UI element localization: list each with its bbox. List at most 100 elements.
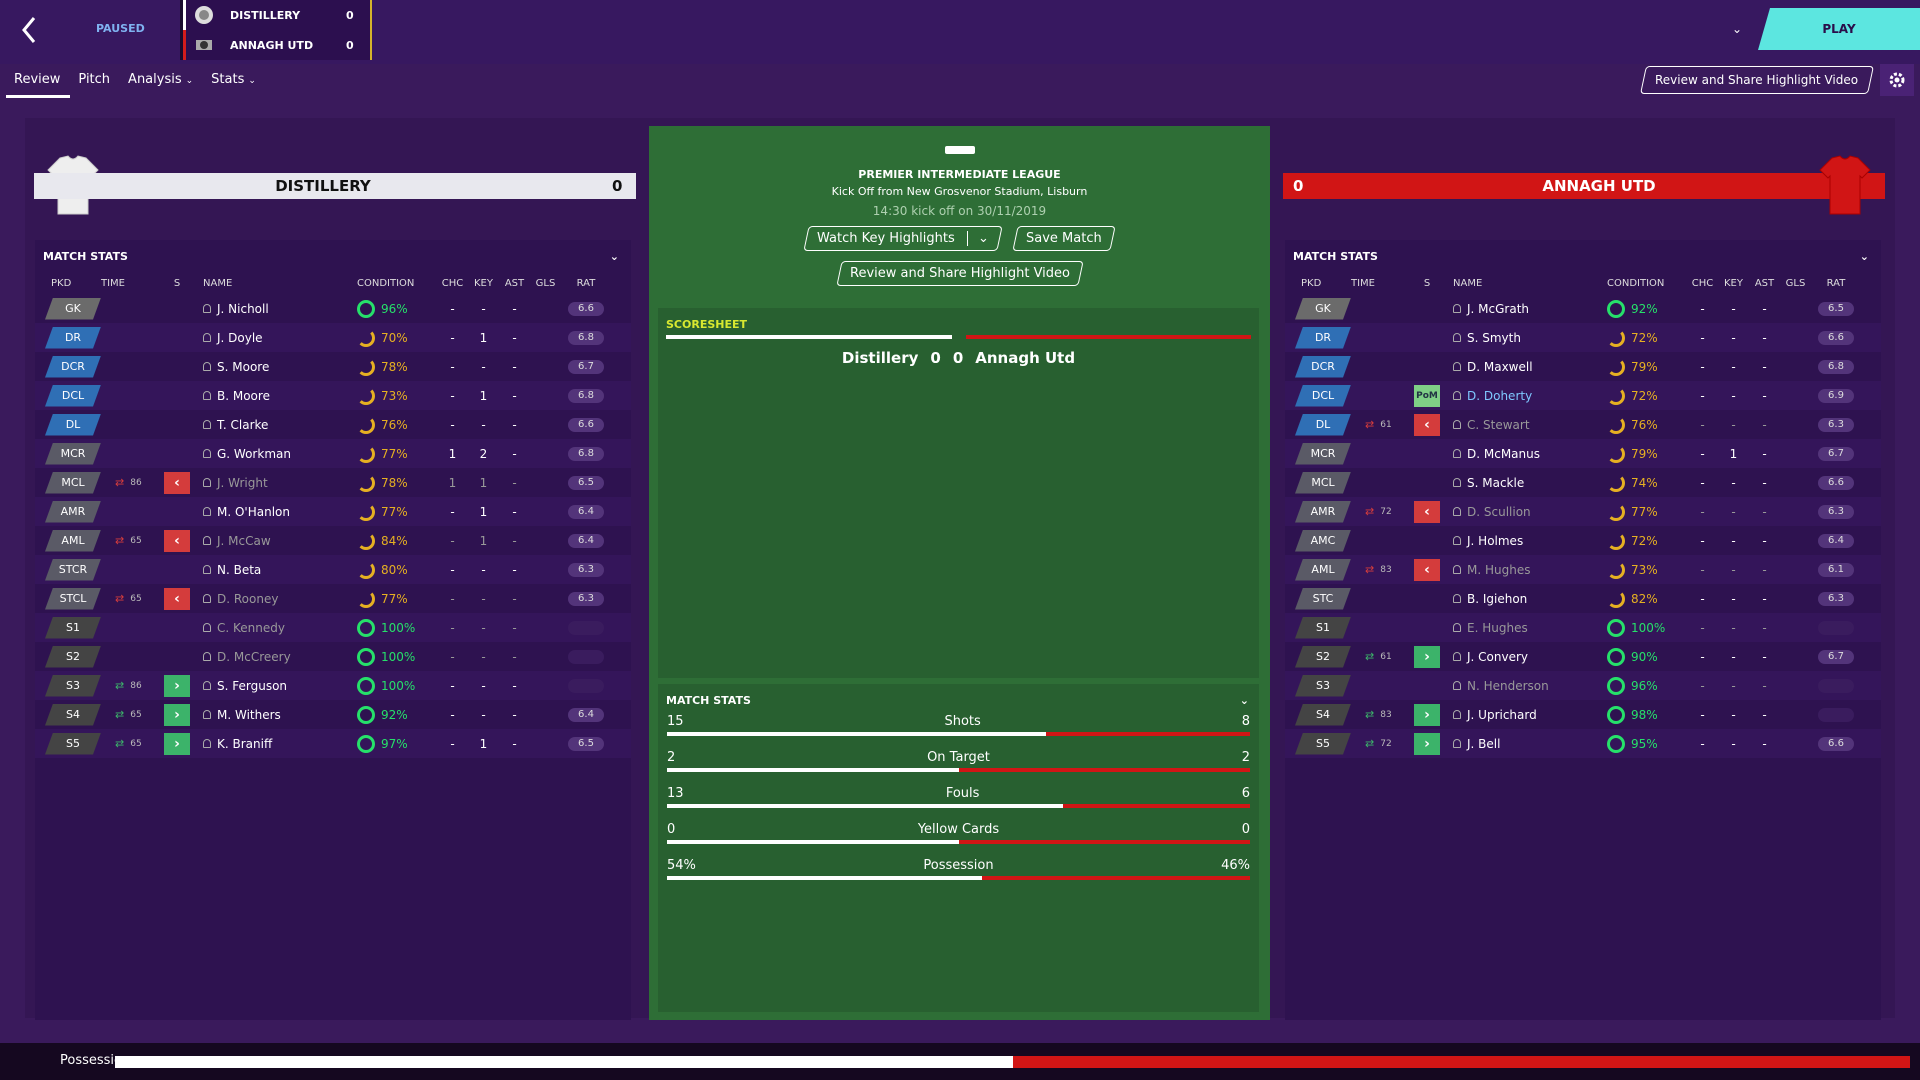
player-name-cell[interactable]: C. Kennedy	[197, 621, 357, 635]
player-name[interactable]: D. Rooney	[217, 591, 279, 606]
player-name-cell[interactable]: B. Moore	[197, 389, 357, 403]
player-name-cell[interactable]: J. Nicholl	[197, 302, 357, 316]
player-row[interactable]: MCL ⇄ 86 ‹ J. Wright 78% 1 1 - 6.5	[35, 468, 631, 497]
player-name-cell[interactable]: J. Convery	[1447, 650, 1607, 664]
player-name[interactable]: D. Doherty	[1467, 388, 1533, 403]
player-name[interactable]: C. Kennedy	[217, 620, 285, 635]
player-name[interactable]: J. Convery	[1467, 649, 1529, 664]
share-highlight-button[interactable]: Review and Share Highlight Video	[835, 261, 1084, 286]
column-key[interactable]: KEY	[1724, 277, 1743, 289]
chevron-down-icon[interactable]: ⌄	[966, 231, 989, 246]
player-name[interactable]: D. Scullion	[1467, 504, 1531, 519]
player-name[interactable]: D. McManus	[1467, 446, 1540, 461]
player-name[interactable]: K. Braniff	[217, 736, 273, 751]
back-arrow-icon[interactable]	[18, 14, 42, 46]
player-row[interactable]: S2 ⇄ 61 › J. Convery 90% - - - 6.7	[1285, 642, 1881, 671]
player-name[interactable]: N. Henderson	[1467, 678, 1549, 693]
player-name[interactable]: M. Withers	[217, 707, 281, 722]
player-name-cell[interactable]: K. Braniff	[197, 737, 357, 751]
player-name-cell[interactable]: C. Stewart	[1447, 418, 1607, 432]
column-s[interactable]: S	[173, 277, 181, 289]
player-row[interactable]: DCL B. Moore 73% - 1 - 6.8	[35, 381, 631, 410]
player-row[interactable]: DCR D. Maxwell 79% - - - 6.8	[1285, 352, 1881, 381]
player-name-cell[interactable]: J. Uprichard	[1447, 708, 1607, 722]
player-row[interactable]: DL T. Clarke 76% - - - 6.6	[35, 410, 631, 439]
tab-stats[interactable]: Stats ⌄	[203, 68, 266, 98]
player-row[interactable]: AMR ⇄ 72 ‹ D. Scullion 77% - - - 6.3	[1285, 497, 1881, 526]
player-name-cell[interactable]: T. Clarke	[197, 418, 357, 432]
player-name-cell[interactable]: D. Doherty	[1447, 389, 1607, 403]
player-name[interactable]: M. Hughes	[1467, 562, 1531, 577]
player-name-cell[interactable]: M. O'Hanlon	[197, 505, 357, 519]
player-name[interactable]: N. Beta	[217, 562, 262, 577]
player-row[interactable]: STCR N. Beta 80% - - - 6.3	[35, 555, 631, 584]
player-name-cell[interactable]: S. Mackle	[1447, 476, 1607, 490]
player-row[interactable]: S5 ⇄ 72 › J. Bell 95% - - - 6.6	[1285, 729, 1881, 758]
player-name[interactable]: S. Smyth	[1467, 330, 1521, 345]
player-row[interactable]: DCR S. Moore 78% - - - 6.7	[35, 352, 631, 381]
share-video-button[interactable]: Review and Share Highlight Video	[1640, 66, 1874, 94]
player-name[interactable]: M. O'Hanlon	[217, 504, 290, 519]
player-name-cell[interactable]: N. Henderson	[1447, 679, 1607, 693]
player-row[interactable]: MCL S. Mackle 74% - - - 6.6	[1285, 468, 1881, 497]
player-row[interactable]: S3 N. Henderson 96% - - -	[1285, 671, 1881, 700]
player-name[interactable]: B. Moore	[217, 388, 270, 403]
save-match-button[interactable]: Save Match	[1012, 226, 1116, 251]
player-name-cell[interactable]: S. Smyth	[1447, 331, 1607, 345]
player-name[interactable]: J. Nicholl	[217, 301, 269, 316]
column-name[interactable]: NAME	[203, 277, 233, 289]
play-button[interactable]: PLAY	[1758, 8, 1920, 50]
column-time[interactable]: TIME	[101, 277, 126, 289]
player-name-cell[interactable]: J. Wright	[197, 476, 357, 490]
gear-icon[interactable]	[1880, 64, 1914, 96]
player-name-cell[interactable]: B. Igiehon	[1447, 592, 1607, 606]
player-name-cell[interactable]: D. Maxwell	[1447, 360, 1607, 374]
column-rat[interactable]: RAT	[1826, 277, 1846, 289]
column-s[interactable]: S	[1423, 277, 1431, 289]
player-name-cell[interactable]: N. Beta	[197, 563, 357, 577]
player-name[interactable]: B. Igiehon	[1467, 591, 1528, 606]
player-name-cell[interactable]: J. Bell	[1447, 737, 1607, 751]
player-name[interactable]: T. Clarke	[217, 417, 269, 432]
column-key[interactable]: KEY	[474, 277, 493, 289]
player-name-cell[interactable]: D. McManus	[1447, 447, 1607, 461]
player-row[interactable]: STCL ⇄ 65 ‹ D. Rooney 77% - - - 6.3	[35, 584, 631, 613]
player-name-cell[interactable]: S. Ferguson	[197, 679, 357, 693]
player-name-cell[interactable]: D. McCreery	[197, 650, 357, 664]
player-name-cell[interactable]: G. Workman	[197, 447, 357, 461]
chevron-down-icon[interactable]: ⌄	[1859, 249, 1869, 263]
player-row[interactable]: MCR G. Workman 77% 1 2 - 6.8	[35, 439, 631, 468]
player-row[interactable]: S2 D. McCreery 100% - - -	[35, 642, 631, 671]
player-name-cell[interactable]: E. Hughes	[1447, 621, 1607, 635]
player-name[interactable]: S. Ferguson	[217, 678, 288, 693]
player-name[interactable]: J. Doyle	[217, 330, 263, 345]
column-condition[interactable]: CONDITION	[1607, 277, 1665, 289]
player-row[interactable]: DL ⇄ 61 ‹ C. Stewart 76% - - - 6.3	[1285, 410, 1881, 439]
chevron-down-icon[interactable]: ⌄	[609, 249, 619, 263]
player-name[interactable]: J. Bell	[1467, 736, 1501, 751]
player-name-cell[interactable]: S. Moore	[197, 360, 357, 374]
column-gls[interactable]: GLS	[1785, 277, 1806, 289]
watch-highlights-button[interactable]: Watch Key Highlights ⌄	[803, 226, 1003, 251]
player-name-cell[interactable]: J. Doyle	[197, 331, 357, 345]
player-name-cell[interactable]: J. McGrath	[1447, 302, 1607, 316]
tab-pitch[interactable]: Pitch	[70, 68, 120, 98]
column-time[interactable]: TIME	[1351, 277, 1376, 289]
tab-analysis[interactable]: Analysis ⌄	[120, 68, 203, 98]
player-row[interactable]: AML ⇄ 65 ‹ J. McCaw 84% - 1 - 6.4	[35, 526, 631, 555]
player-name[interactable]: S. Moore	[217, 359, 270, 374]
player-row[interactable]: S4 ⇄ 83 › J. Uprichard 98% - - -	[1285, 700, 1881, 729]
tab-review[interactable]: Review	[6, 68, 71, 98]
column-gls[interactable]: GLS	[535, 277, 556, 289]
player-row[interactable]: S1 C. Kennedy 100% - - -	[35, 613, 631, 642]
player-name[interactable]: D. Maxwell	[1467, 359, 1533, 374]
player-name-cell[interactable]: D. Scullion	[1447, 505, 1607, 519]
column-ast[interactable]: AST	[1754, 277, 1775, 289]
player-row[interactable]: MCR D. McManus 79% - 1 - 6.7	[1285, 439, 1881, 468]
player-row[interactable]: DR S. Smyth 72% - - - 6.6	[1285, 323, 1881, 352]
player-name-cell[interactable]: M. Hughes	[1447, 563, 1607, 577]
column-condition[interactable]: CONDITION	[357, 277, 415, 289]
player-row[interactable]: GK J. Nicholl 96% - - - 6.6	[35, 294, 631, 323]
player-row[interactable]: S4 ⇄ 65 › M. Withers 92% - - - 6.4	[35, 700, 631, 729]
player-name[interactable]: J. Uprichard	[1467, 707, 1537, 722]
